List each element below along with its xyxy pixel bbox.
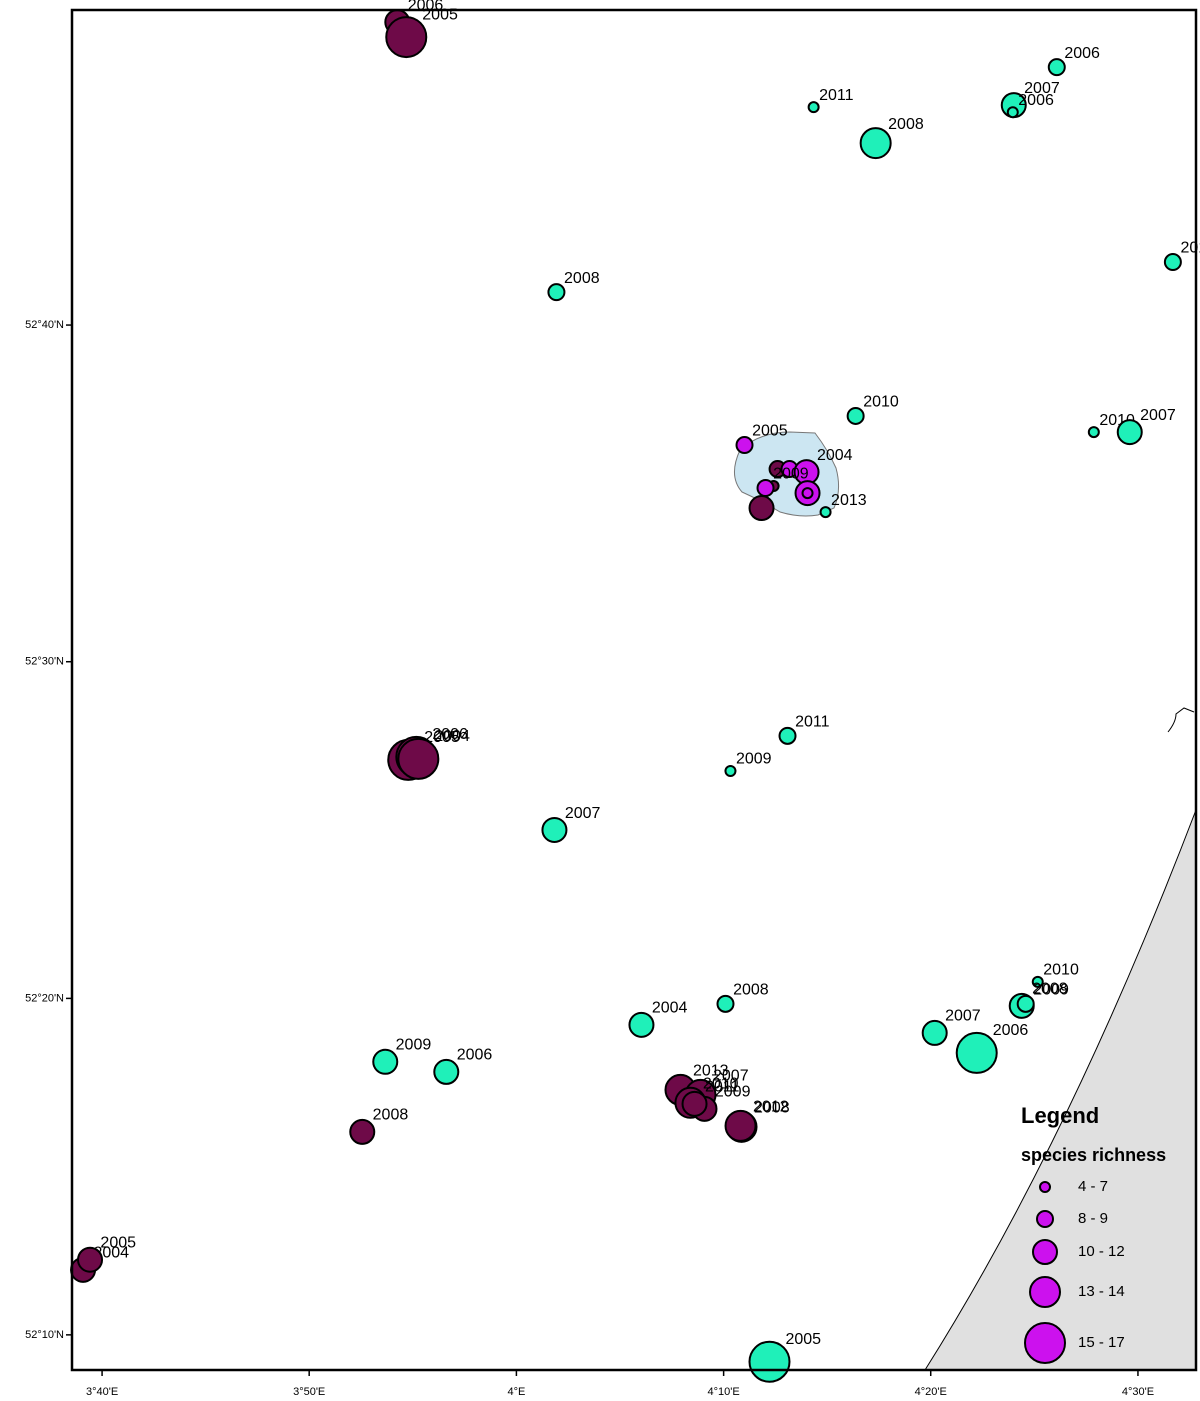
point-label: 2009 (715, 1084, 751, 1101)
points: 2006200720062011200820122008201020102007… (70, 0, 1200, 1383)
legend-symbol (1036, 1210, 1054, 1228)
legend-label: 10 - 12 (1078, 1243, 1125, 1260)
y-tick-label: 52°20'N (25, 992, 64, 1004)
point-label: 2010 (1043, 962, 1079, 979)
legend-label: 13 - 14 (1078, 1283, 1125, 1300)
land (924, 809, 1197, 1371)
point (77, 1246, 104, 1273)
legend-symbol (1029, 1276, 1061, 1308)
point-label: 2008 (564, 270, 600, 287)
point (1163, 253, 1182, 272)
map-background (72, 10, 1196, 1370)
point (724, 764, 737, 777)
legend-symbol (1032, 1239, 1058, 1265)
point-label: 2004 (434, 728, 470, 745)
point-label: 2006 (1018, 92, 1054, 109)
point (807, 101, 820, 114)
point (748, 495, 775, 522)
point (1016, 994, 1035, 1013)
y-tick-label: 52°10'N (25, 1329, 64, 1341)
x-tick-label: 4°E (507, 1386, 525, 1398)
x-tick-label: 4°20'E (915, 1386, 947, 1398)
point (547, 283, 566, 302)
point-label: 2007 (945, 1008, 981, 1025)
point (1047, 58, 1066, 77)
point (349, 1118, 376, 1145)
point (801, 487, 814, 500)
axes: 3°40'E 3°50'E 4°E 4°10'E 4°20'E 4°30'E 52°40'N… (25, 319, 1154, 1398)
y-tick-label: 52°30'N (25, 656, 64, 668)
point (372, 1048, 399, 1075)
point-label: 2008 (888, 116, 924, 133)
point-label: 2009 (736, 751, 772, 768)
point-label: 2011 (819, 87, 854, 104)
point (859, 127, 892, 160)
x-tick-label: 4°10'E (708, 1386, 740, 1398)
x-tick-label: 4°30'E (1122, 1386, 1154, 1398)
x-tick-label: 3°50'E (293, 1386, 325, 1398)
legend-symbol (1024, 1322, 1066, 1364)
point-label: 2011 (705, 1079, 740, 1096)
point-label: 2005 (100, 1235, 136, 1252)
point (397, 737, 440, 780)
point (735, 436, 754, 455)
point (1087, 426, 1100, 439)
point-label: 2006 (457, 1047, 493, 1064)
point (724, 1109, 757, 1142)
legend-symbol (1039, 1181, 1051, 1193)
legend: Legend species richness 4 - 7 8 - 9 10 - 1… (1021, 1103, 1166, 1364)
legend-label: 15 - 17 (1078, 1334, 1125, 1351)
legend-subtitle: species richness (1021, 1145, 1166, 1165)
legend-label: 4 - 7 (1078, 1178, 1108, 1195)
point-label: 2008 (1032, 981, 1068, 998)
point (628, 1011, 655, 1038)
point (541, 816, 568, 843)
point-label: 2008 (373, 1107, 409, 1124)
point-label: 2010 (863, 394, 899, 411)
point-label: 2009 (773, 466, 809, 483)
point (1116, 419, 1143, 446)
point (756, 479, 775, 498)
point (921, 1019, 948, 1046)
point-label: 2005 (785, 1331, 821, 1348)
x-tick-label: 3°40'E (86, 1386, 118, 1398)
point-label: 2005 (752, 423, 788, 440)
point (1006, 106, 1019, 119)
point (433, 1058, 460, 1085)
point-label: 2012 (753, 1099, 789, 1116)
point (955, 1031, 998, 1074)
point-label: 2007 (565, 805, 601, 822)
legend-title: Legend (1021, 1103, 1099, 1128)
point (385, 16, 428, 59)
point-label: 2009 (396, 1037, 432, 1054)
map-frame (70, 8, 1198, 1372)
point-label: 2008 (754, 1100, 790, 1117)
y-tick-label: 52°40'N (25, 319, 64, 331)
point-label: 2006 (432, 726, 468, 743)
point-label: 2005 (424, 729, 460, 746)
point-label: 2007 (1024, 80, 1060, 97)
point (716, 994, 735, 1013)
point-label: 2013 (831, 492, 867, 509)
point-label: 2004 (817, 447, 853, 464)
point (1031, 975, 1044, 988)
point-label: 2009 (1033, 981, 1069, 998)
point-label: 2011 (795, 713, 830, 730)
point (819, 506, 832, 519)
point-label: 2007 (713, 1068, 749, 1085)
point-label: 2013 (693, 1063, 729, 1080)
point-label: 2004 (652, 1000, 688, 1017)
point-label: 2008 (733, 981, 769, 998)
legend-label: 8 - 9 (1078, 1210, 1108, 1227)
point (748, 1340, 791, 1383)
point-label: 2006 (993, 1022, 1029, 1039)
point (681, 1090, 708, 1117)
point (778, 726, 797, 745)
coastline (1167, 707, 1195, 733)
point-label: 2006 (1064, 45, 1100, 62)
point (846, 406, 865, 425)
point-label: 2010 (703, 1076, 739, 1093)
point-label: 2007 (1140, 407, 1176, 424)
